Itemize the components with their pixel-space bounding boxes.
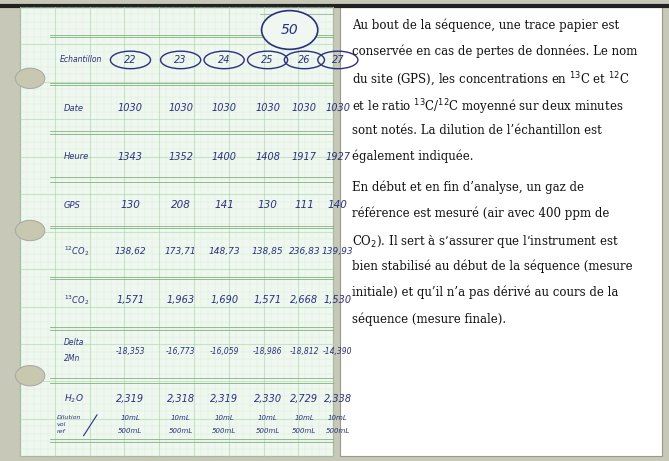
Text: Au bout de la séquence, une trace papier est: Au bout de la séquence, une trace papier… <box>352 18 619 32</box>
Text: $^{13}$CO$_2$: $^{13}$CO$_2$ <box>64 293 89 307</box>
Text: -18,986: -18,986 <box>253 347 282 356</box>
Text: 1030: 1030 <box>211 103 237 113</box>
Text: 10mL: 10mL <box>328 415 348 421</box>
Text: sont notés. La dilution de l’échantillon est: sont notés. La dilution de l’échantillon… <box>352 124 601 136</box>
Text: du site (GPS), les concentrations en $^{13}$C et $^{12}$C: du site (GPS), les concentrations en $^{… <box>352 71 630 89</box>
Text: référence est mesuré (air avec 400 ppm de: référence est mesuré (air avec 400 ppm d… <box>352 207 609 220</box>
Text: 111: 111 <box>294 200 314 210</box>
Text: vol: vol <box>57 422 66 426</box>
Text: Heure: Heure <box>64 152 89 161</box>
Text: 130: 130 <box>120 200 140 210</box>
Text: 50: 50 <box>281 23 298 37</box>
Bar <box>20 7 333 456</box>
Text: 1030: 1030 <box>292 103 317 113</box>
Text: -18,353: -18,353 <box>116 347 145 356</box>
Circle shape <box>262 11 318 49</box>
Text: -14,390: -14,390 <box>323 347 353 356</box>
Text: 10mL: 10mL <box>294 415 314 421</box>
Text: 1,571: 1,571 <box>116 295 145 305</box>
Text: Echantillon: Echantillon <box>60 55 102 65</box>
Text: 2,668: 2,668 <box>290 295 318 305</box>
Text: En début et en fin d’analyse, un gaz de: En début et en fin d’analyse, un gaz de <box>352 181 584 194</box>
Circle shape <box>15 220 45 241</box>
Text: 500mL: 500mL <box>326 428 350 434</box>
Text: 2,729: 2,729 <box>290 394 318 404</box>
Text: H$_2$O: H$_2$O <box>64 392 84 405</box>
Text: -16,773: -16,773 <box>166 347 195 356</box>
Text: 1408: 1408 <box>255 152 280 162</box>
Text: 208: 208 <box>171 200 191 210</box>
Text: 2,318: 2,318 <box>167 394 195 404</box>
Text: 10mL: 10mL <box>171 415 191 421</box>
Text: 140: 140 <box>328 200 348 210</box>
Text: 1,690: 1,690 <box>210 295 238 305</box>
Text: 2Mn: 2Mn <box>64 354 80 363</box>
Text: 25: 25 <box>262 55 274 65</box>
Text: 1,963: 1,963 <box>167 295 195 305</box>
Text: 10mL: 10mL <box>214 415 234 421</box>
Text: $^{12}$CO$_2$: $^{12}$CO$_2$ <box>64 244 89 258</box>
Text: 1400: 1400 <box>211 152 237 162</box>
Text: 173,71: 173,71 <box>165 247 197 256</box>
Text: ref: ref <box>57 429 66 433</box>
Circle shape <box>15 366 45 386</box>
Text: 23: 23 <box>175 55 187 65</box>
Text: Date: Date <box>64 104 84 113</box>
Text: 1030: 1030 <box>168 103 193 113</box>
Text: 22: 22 <box>124 55 136 65</box>
Text: CO$_2$). Il sert à s’assurer que l’instrument est: CO$_2$). Il sert à s’assurer que l’instr… <box>352 233 619 250</box>
Text: initiale) et qu’il n’a pas dérivé au cours de la: initiale) et qu’il n’a pas dérivé au cou… <box>352 286 618 299</box>
Text: 500mL: 500mL <box>256 428 280 434</box>
Text: 138,62: 138,62 <box>114 247 147 256</box>
Text: 500mL: 500mL <box>118 428 142 434</box>
Text: 130: 130 <box>258 200 278 210</box>
Text: 1917: 1917 <box>292 152 317 162</box>
Text: 138,85: 138,85 <box>252 247 284 256</box>
Text: conservée en cas de pertes de données. Le nom: conservée en cas de pertes de données. L… <box>352 45 638 58</box>
Text: 236,83: 236,83 <box>288 247 320 256</box>
Text: 500mL: 500mL <box>292 428 316 434</box>
Text: 2,338: 2,338 <box>324 394 352 404</box>
Text: 1,571: 1,571 <box>254 295 282 305</box>
Text: et le ratio $^{13}$C/$^{12}$C moyenné sur deux minutes: et le ratio $^{13}$C/$^{12}$C moyenné su… <box>352 97 624 117</box>
Text: 2,330: 2,330 <box>254 394 282 404</box>
Bar <box>340 7 662 456</box>
Text: 1030: 1030 <box>255 103 280 113</box>
Text: 27: 27 <box>332 55 344 65</box>
Text: bien stabilisé au début de la séquence (mesure: bien stabilisé au début de la séquence (… <box>352 260 632 273</box>
Text: 1030: 1030 <box>325 103 351 113</box>
Text: -18,812: -18,812 <box>290 347 319 356</box>
Text: 500mL: 500mL <box>212 428 236 434</box>
Text: 141: 141 <box>214 200 234 210</box>
Text: 2,319: 2,319 <box>116 394 145 404</box>
Text: 148,73: 148,73 <box>208 247 240 256</box>
Text: -16,059: -16,059 <box>209 347 239 356</box>
Text: 1,530: 1,530 <box>324 295 352 305</box>
Text: Delta: Delta <box>64 338 84 348</box>
Text: 500mL: 500mL <box>169 428 193 434</box>
Text: 139,93: 139,93 <box>322 247 354 256</box>
Text: séquence (mesure finale).: séquence (mesure finale). <box>352 312 506 325</box>
Text: 10mL: 10mL <box>258 415 278 421</box>
Text: 10mL: 10mL <box>120 415 140 421</box>
Circle shape <box>15 68 45 89</box>
Text: GPS: GPS <box>64 201 80 210</box>
Text: 1352: 1352 <box>168 152 193 162</box>
Text: 26: 26 <box>298 55 310 65</box>
Text: également indiquée.: également indiquée. <box>352 150 474 163</box>
Text: Dilution: Dilution <box>57 415 82 420</box>
Text: 2,319: 2,319 <box>210 394 238 404</box>
Text: 1343: 1343 <box>118 152 143 162</box>
Text: 1030: 1030 <box>118 103 143 113</box>
Text: 1927: 1927 <box>325 152 351 162</box>
Text: 24: 24 <box>218 55 230 65</box>
